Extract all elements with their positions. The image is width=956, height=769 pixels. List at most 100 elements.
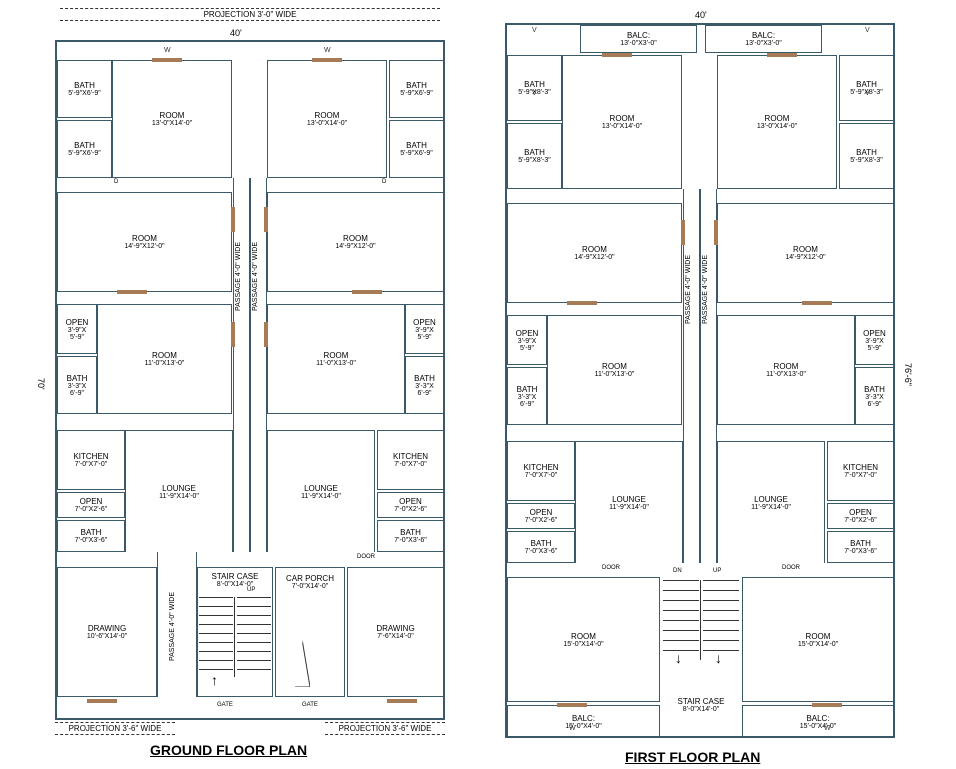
- door-seg: [231, 322, 235, 347]
- door-label-l: DOOR: [602, 565, 620, 571]
- width-label-first: 40': [695, 10, 707, 20]
- room-tl: ROOM13'-0"X14'-0": [112, 60, 232, 178]
- f-balc-br: BALC:15'-0"X4'-0": [742, 705, 894, 738]
- d-mark: D: [114, 179, 118, 185]
- first-title: FIRST FLOOR PLAN: [625, 749, 760, 765]
- room-3l: ROOM11'-0"X13'-0": [97, 304, 232, 414]
- f-lounge-l: LOUNGE11'-9"X14'-0": [575, 441, 683, 563]
- door-seg: [352, 290, 382, 294]
- v-mark: V: [532, 90, 537, 97]
- room-2r: ROOM14'-9"X12'-0": [267, 192, 444, 292]
- f-stairs: ↓ ↓ DN UP: [663, 580, 739, 690]
- f-passage-label-r: PASSAGE 4'-0" WIDE: [702, 255, 709, 324]
- f-passage-r: [700, 189, 717, 563]
- passage-center-l: [233, 178, 250, 552]
- f-open2-l: OPEN7'-0"X2'-6": [507, 503, 575, 529]
- w-mark: W: [324, 47, 331, 54]
- passage-label-bl: PASSAGE 4'-0" WIDE: [169, 592, 176, 661]
- kitchen-l: KITCHEN7'-0"X7'-0": [57, 430, 125, 490]
- door-seg: [567, 301, 597, 305]
- door-seg: [117, 290, 147, 294]
- bath3-l: BATH7'-0"X3'-6": [57, 520, 125, 552]
- first-plan-box: BALC:13'-0"X3'-0" BALC:13'-0"X3'-0" BATH…: [505, 23, 895, 738]
- f-open-l: OPEN3'-9"X 5'-9": [507, 315, 547, 365]
- f-room-bl: ROOM15'-0"X14'-0": [507, 577, 660, 702]
- v-mark: V: [532, 27, 537, 34]
- open2-r: OPEN7'-0"X2'-6": [377, 492, 444, 518]
- gate-label: GATE: [302, 702, 318, 708]
- ground-title: GROUND FLOOR PLAN: [150, 742, 307, 758]
- door-seg: [152, 58, 182, 62]
- f-kitchen-r: KITCHEN7'-0"X7'-0": [827, 441, 894, 501]
- ground-floor-plan: PROJECTION 3'-0" WIDE 40' BATH5'-9"X6'-9…: [30, 8, 465, 688]
- gate-label: GATE: [217, 702, 233, 708]
- door-seg: [87, 699, 117, 703]
- door-seg: [264, 322, 268, 347]
- door-seg: [312, 58, 342, 62]
- bath-3l: BATH3'-3"X 6'-9": [57, 356, 97, 414]
- stairs-ground: ↑ UP: [199, 597, 271, 695]
- w-mark: W: [824, 725, 831, 732]
- f-open-r: OPEN3'-9"X 5'-9": [855, 315, 894, 365]
- f-bath-3r: BATH3'-3"X 6'-9": [855, 367, 894, 425]
- first-floor-plan: 40' BALC:13'-0"X3'-0" BALC:13'-0"X3'-0" …: [495, 8, 930, 723]
- balc-tl: BALC:13'-0"X3'-0": [580, 25, 697, 53]
- height-first: 76'-6": [903, 363, 913, 386]
- passage-center-r: [250, 178, 267, 552]
- f-bath3-l: BATH7'-0"X3'-6": [507, 531, 575, 563]
- height-ground: 70': [36, 378, 46, 390]
- f-room-3r: ROOM11'-0"X13'-0": [717, 315, 855, 425]
- door-seg: [264, 207, 268, 232]
- projection-top: PROJECTION 3'-0" WIDE: [60, 8, 440, 21]
- open-r: OPEN3'-9"X 5'-9": [405, 304, 444, 354]
- f-lounge-r: LOUNGE11'-9"X14'-0": [717, 441, 825, 563]
- bath3-r: BATH7'-0"X3'-6": [377, 520, 444, 552]
- lounge-r: LOUNGE11'-9"X14'-0": [267, 430, 375, 552]
- bath-tr2: BATH5'-9"X6'-9": [389, 120, 444, 178]
- f-room-tl: ROOM13'-0"X14'-0": [562, 55, 682, 189]
- open-l: OPEN3'-9"X 5'-9": [57, 304, 97, 354]
- f-kitchen-l: KITCHEN7'-0"X7'-0": [507, 441, 575, 501]
- passage-label-l: PASSAGE 4'-0" WIDE: [235, 242, 242, 311]
- passage-label-r: PASSAGE 4'-0" WIDE: [252, 242, 259, 311]
- door-seg: [802, 301, 832, 305]
- room-2l: ROOM14'-9"X12'-0": [57, 192, 232, 292]
- drawing-r: DRAWING7'-6"X14'-0": [347, 567, 444, 697]
- d-mark: D: [382, 179, 386, 185]
- f-room-3l: ROOM11'-0"X13'-0": [547, 315, 682, 425]
- open2-l: OPEN7'-0"X2'-6": [57, 492, 125, 518]
- lounge-l: LOUNGE11'-9"X14'-0": [125, 430, 233, 552]
- f-balc-bl: BALC:15'-0"X4'-0": [507, 705, 660, 738]
- drawing-l: DRAWING10'-6"X14'-0": [57, 567, 157, 697]
- balc-tr: BALC:13'-0"X3'-0": [705, 25, 822, 53]
- v-mark: V: [865, 90, 870, 97]
- f-room-br: ROOM15'-0"X14'-0": [742, 577, 894, 702]
- projection-br: PROJECTION 3'-6" WIDE: [325, 722, 445, 735]
- room-3r: ROOM11'-0"X13'-0": [267, 304, 405, 414]
- w-mark: W: [164, 47, 171, 54]
- door-seg: [231, 207, 235, 232]
- projection-bl: PROJECTION 3'-6" WIDE: [55, 722, 175, 735]
- door-seg: [387, 699, 417, 703]
- width-label-ground: 40': [230, 28, 242, 38]
- door-label-r: DOOR: [782, 565, 800, 571]
- door-seg: [557, 703, 587, 707]
- f-room-2l: ROOM14'-9"X12'-0": [507, 203, 682, 303]
- f-passage-l: [683, 189, 700, 563]
- f-bath-tr2: BATH5'-9"X8'-3": [839, 123, 894, 189]
- passage-bl: [157, 552, 197, 697]
- w-mark: W: [569, 725, 576, 732]
- door-seg: [714, 220, 718, 245]
- bath-tl: BATH5'-9"X6'-9": [57, 60, 112, 118]
- f-staircase-label: STAIR CASE8'-0"X14'-0": [662, 690, 740, 720]
- door-seg: [767, 53, 797, 57]
- f-bath-3l: BATH3'-3"X 6'-9": [507, 367, 547, 425]
- f-passage-label-l: PASSAGE 4'-0" WIDE: [685, 255, 692, 324]
- f-bath-tr: BATH5'-9"X8'-3": [839, 55, 894, 121]
- door-label: DOOR: [357, 554, 375, 560]
- bath-tl2: BATH5'-9"X6'-9": [57, 120, 112, 178]
- f-bath-tl2: BATH5'-9"X8'-3": [507, 123, 562, 189]
- door-seg: [812, 703, 842, 707]
- bath-3r: BATH3'-3"X 6'-9": [405, 356, 444, 414]
- ground-plan-box: BATH5'-9"X6'-9" BATH5'-9"X6'-9" ROOM13'-…: [55, 40, 445, 720]
